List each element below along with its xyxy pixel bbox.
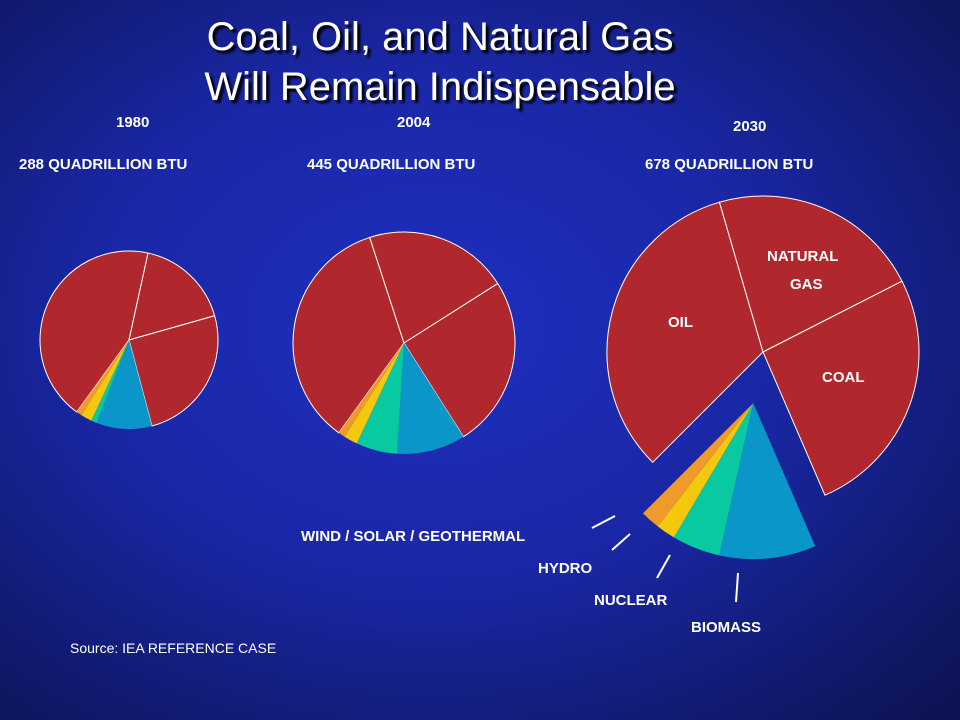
segment-label-natural-gas-2: GAS	[790, 276, 823, 293]
pie-1980-slice-coal	[128, 315, 219, 427]
pie-2030-slice-nuclear	[673, 403, 754, 556]
leader-line-hydro	[611, 533, 631, 551]
pie-chart-2004	[292, 231, 516, 454]
total-label-1980: 288 QUADRILLION BTU	[19, 156, 188, 173]
pie-2004-slice-nuclear	[356, 343, 404, 454]
chart-title-line-1: Coal, Oil, and Natural Gas	[206, 15, 674, 59]
leader-line-wind-solar-geothermal	[591, 515, 616, 529]
leader-line-nuclear	[656, 554, 671, 579]
pie-2004-slice-natural-gas	[369, 231, 499, 344]
leader-line-biomass	[735, 572, 739, 603]
leader-lines	[591, 515, 739, 603]
pie-1980-slice-oil	[39, 250, 149, 413]
total-label-2004: 445 QUADRILLION BTU	[307, 156, 476, 173]
pie-2030-slice-oil	[606, 201, 764, 464]
pie-1980-slice-nuclear	[91, 340, 129, 423]
total-label-2030: 678 QUADRILLION BTU	[645, 156, 814, 173]
pie-chart-1980	[39, 250, 219, 429]
source-note: Source: IEA REFERENCE CASE	[70, 640, 277, 656]
pie-2030-slice-coal	[762, 280, 920, 496]
year-label-2030: 2030	[733, 118, 767, 135]
segment-label-wind-solar-geothermal: WIND / SOLAR / GEOTHERMAL	[301, 528, 526, 545]
pie-2030-slice-hydro	[657, 403, 754, 538]
pie-2004-slice-biomass	[397, 343, 464, 454]
pie-2004-slice-hydro	[344, 343, 404, 444]
segment-label-hydro: HYDRO	[538, 560, 593, 577]
pie-2030-slice-wind-solar-geothermal	[642, 403, 754, 527]
year-label-1980: 1980	[116, 114, 150, 131]
pie-chart-2030	[606, 195, 920, 560]
segment-label-nuclear: NUCLEAR	[594, 592, 668, 609]
pie-1980-slice-natural-gas	[128, 252, 216, 341]
pie-2030-slice-natural-gas	[718, 195, 903, 353]
pie-2030-slice-biomass	[719, 403, 816, 560]
segment-label-coal: COAL	[822, 369, 865, 386]
pie-1980-slice-wind-solar-geothermal	[76, 340, 129, 416]
pie-2004-slice-oil	[292, 236, 405, 434]
segment-label-biomass: BIOMASS	[691, 619, 762, 636]
segment-label-natural-gas-1: NATURAL	[767, 248, 839, 265]
pie-2004-slice-wind-solar-geothermal	[338, 343, 404, 437]
pie-1980-slice-biomass	[96, 340, 152, 429]
segment-label-oil: OIL	[668, 314, 693, 331]
pie-2004-slice-coal	[403, 282, 516, 438]
year-label-2004: 2004	[397, 114, 431, 131]
chart-title-line-2: Will Remain Indispensable	[204, 65, 676, 109]
pie-1980-slice-hydro	[81, 340, 129, 421]
